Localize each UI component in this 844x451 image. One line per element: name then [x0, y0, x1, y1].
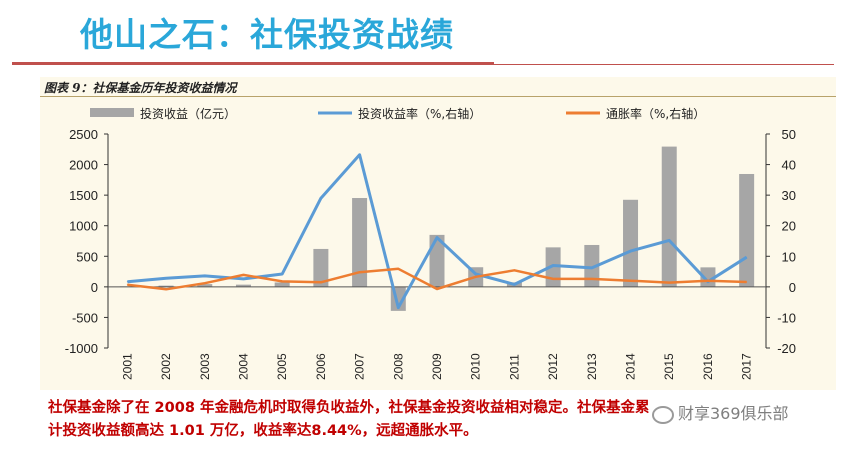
line-point: [513, 269, 515, 271]
line-point: [436, 237, 438, 239]
y-left-tick-label: 2500: [69, 127, 98, 142]
title-underline-thin: [494, 64, 834, 65]
y-right-tick-label: 20: [782, 219, 796, 234]
y-right-tick-label: 10: [782, 249, 796, 264]
line-point: [281, 280, 283, 282]
note-text: 社保基金除了在 2008 年金融危机时取得负收益外，社保基金投资收益相对稳定。社…: [48, 397, 838, 443]
line-point: [668, 282, 670, 284]
y-right-tick-label: 50: [782, 127, 796, 142]
y-left-tick-label: 2000: [69, 158, 98, 173]
line-point: [165, 277, 167, 279]
line-point: [165, 288, 167, 290]
chart-panel: [40, 77, 836, 390]
title-underline: [12, 62, 494, 65]
y-left-tick-label: 1500: [69, 188, 98, 203]
line-point: [630, 280, 632, 282]
line-point: [630, 250, 632, 252]
x-tick-label: 2011: [507, 354, 521, 380]
x-tick-label: 2013: [585, 353, 599, 380]
line-point: [746, 281, 748, 283]
line-point: [126, 281, 128, 283]
line-point: [204, 275, 206, 277]
slide-title: 他山之石：社保投资战绩: [80, 15, 454, 54]
line-point: [359, 271, 361, 273]
x-tick-label: 2010: [469, 353, 483, 380]
line-point: [359, 154, 361, 156]
wechat-icon: [652, 405, 674, 424]
note-line-1: 社保基金除了在 2008 年金融危机时取得负收益外，社保基金投资收益相对稳定。社…: [48, 400, 650, 416]
line-point: [242, 274, 244, 276]
x-tick-label: 2005: [275, 353, 289, 380]
line-point: [126, 284, 128, 286]
legend-label: 投资收益（亿元）: [140, 106, 236, 121]
x-tick-label: 2008: [391, 353, 405, 380]
line-point: [591, 278, 593, 280]
bar: [235, 284, 251, 287]
y-right-tick-label: 40: [782, 158, 796, 173]
line-point: [513, 283, 515, 285]
line-point: [475, 276, 477, 278]
y-right-tick-label: 30: [782, 188, 796, 203]
line-point: [242, 278, 244, 280]
line-point: [397, 307, 399, 309]
x-tick-label: 2017: [740, 353, 754, 380]
line-point: [320, 281, 322, 283]
bar: [429, 234, 445, 287]
x-tick-label: 2016: [701, 353, 715, 380]
line-point: [746, 256, 748, 258]
legend-label: 投资收益率（%,右轴）: [358, 106, 481, 121]
chart-title: 图表 9：社保基金历年投资收益情况: [44, 81, 237, 95]
watermark-text: 财享369俱乐部: [678, 404, 789, 423]
bar: [739, 173, 755, 287]
y-left-tick-label: -500: [72, 310, 98, 325]
line-point: [475, 273, 477, 275]
x-tick-label: 2015: [662, 353, 676, 380]
x-tick-label: 2003: [198, 353, 212, 380]
note-line-2: 计投资收益额高达 1.01 万亿，收益率达8.44%，远超通胀水平。: [48, 423, 478, 439]
bar: [623, 199, 639, 287]
x-tick-label: 2009: [430, 353, 444, 380]
bar: [197, 284, 213, 287]
watermark: 财享369俱乐部: [652, 400, 789, 424]
bar: [584, 244, 600, 287]
legend-label: 通胀率（%,右轴）: [606, 106, 705, 121]
line-point: [204, 282, 206, 284]
bar: [313, 248, 329, 287]
y-left-tick-label: -1000: [65, 341, 98, 356]
y-left-tick-label: 0: [91, 280, 98, 295]
bar: [158, 285, 174, 287]
legend-swatch: [90, 108, 134, 117]
caption-rule: [40, 96, 836, 97]
line-point: [397, 268, 399, 270]
line-point: [436, 288, 438, 290]
line-point: [281, 273, 283, 275]
y-right-tick-label: 0: [789, 280, 796, 295]
x-tick-label: 2012: [546, 353, 560, 380]
y-left-tick-label: 1000: [69, 219, 98, 234]
x-tick-label: 2007: [353, 353, 367, 380]
x-tick-label: 2006: [314, 353, 328, 380]
y-right-tick-label: -10: [777, 310, 796, 325]
x-tick-label: 2004: [236, 353, 250, 380]
bar: [352, 198, 368, 287]
y-right-tick-label: -20: [777, 341, 796, 356]
y-left-tick-label: 500: [76, 249, 98, 264]
line-point: [552, 264, 554, 266]
line-point: [320, 197, 322, 199]
line-point: [552, 278, 554, 280]
line-point: [591, 267, 593, 269]
x-tick-label: 2002: [159, 353, 173, 380]
x-tick-label: 2014: [624, 353, 638, 380]
bar: [661, 146, 677, 287]
line-point: [668, 239, 670, 241]
line-point: [707, 280, 709, 282]
x-tick-label: 2001: [120, 353, 134, 380]
bar: [274, 282, 290, 287]
